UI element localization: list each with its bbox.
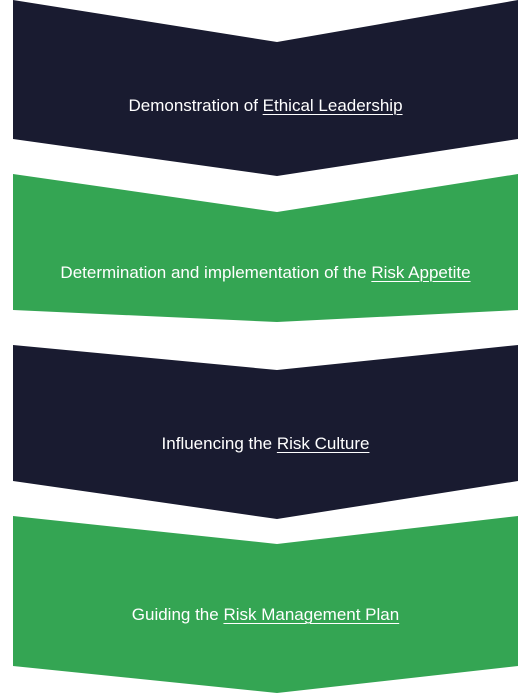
step-2-prefix: Determination and implementation of the xyxy=(60,263,372,282)
step-3-label: Influencing the Risk Culture xyxy=(0,434,531,454)
step-1-prefix: Demonstration of xyxy=(128,96,263,115)
chevron-step-2: Determination and implementation of the … xyxy=(0,174,531,322)
chevron-step-3: Influencing the Risk Culture xyxy=(0,345,531,519)
step-2-label: Determination and implementation of the … xyxy=(0,263,531,283)
risk-culture-link[interactable]: Risk Culture xyxy=(276,434,370,453)
chevron-shape-4 xyxy=(13,516,518,693)
chevron-step-4: Guiding the Risk Management Plan xyxy=(0,516,531,695)
chevron-shape-1 xyxy=(13,0,518,176)
risk-appetite-link[interactable]: Risk Appetite xyxy=(371,263,471,282)
chevron-shape-2 xyxy=(13,174,518,322)
chevron-shape-3 xyxy=(13,345,518,519)
step-4-label: Guiding the Risk Management Plan xyxy=(0,605,531,625)
risk-management-plan-link[interactable]: Risk Management Plan xyxy=(223,605,400,624)
step-1-label: Demonstration of Ethical Leadership xyxy=(0,96,531,116)
ethical-leadership-link[interactable]: Ethical Leadership xyxy=(262,96,403,115)
step-4-prefix: Guiding the xyxy=(131,605,224,624)
chevron-step-1: Demonstration of Ethical Leadership xyxy=(0,0,531,176)
step-3-prefix: Influencing the xyxy=(161,434,277,453)
